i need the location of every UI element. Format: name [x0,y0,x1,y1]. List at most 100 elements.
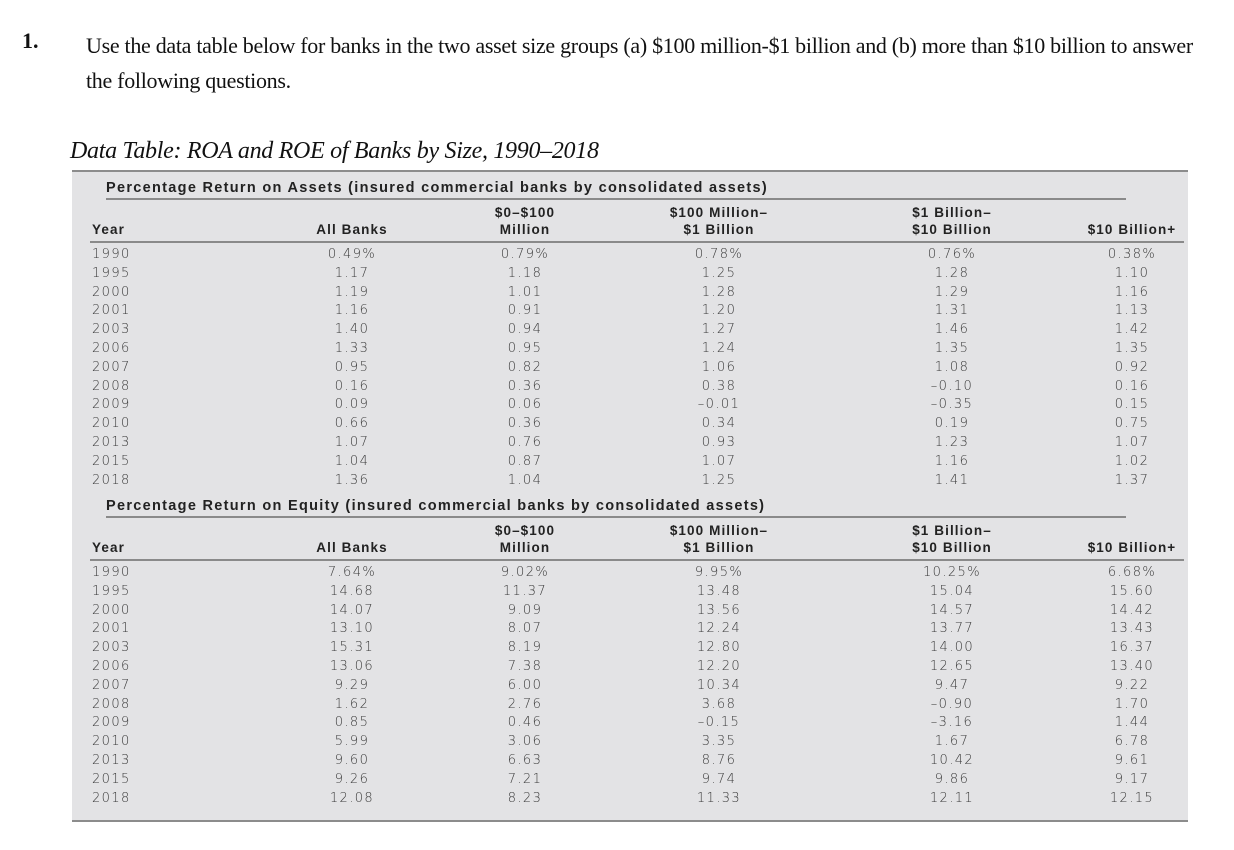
year-cell: 2013 [92,435,131,450]
header-rule [90,241,1184,243]
value-cell: 3.35 [701,734,737,750]
value-cell: 7.64% [327,565,377,580]
value-cell: 0.06 [507,397,543,413]
value-cell: 0.38 [701,378,737,394]
value-cell: 6.63 [507,753,543,768]
value-cell: 0.92 [1114,359,1150,375]
value-cell: 16.37 [1109,640,1155,656]
value-cell: 11.37 [502,583,548,599]
column-header-line: $1 Billion [683,222,755,237]
value-cell: 1.19 [334,284,370,300]
year-cell: 2006 [92,659,131,674]
year-cell: 2018 [92,472,131,488]
value-cell: 1.28 [701,284,737,300]
column-header: $10 Billion+ [1042,539,1222,556]
column-header: $1 Billion– $10 Billion [862,204,1042,238]
value-cell: 8.07 [507,621,543,637]
year-cell: 2008 [92,696,131,712]
value-cell: 1.02 [1114,453,1150,469]
question-text: Use the data table below for banks in th… [86,33,1193,93]
value-cell: 13.10 [329,621,375,637]
year-cell: 2009 [92,715,131,731]
year-cell: 2006 [92,341,131,356]
table-caption: Data Table: ROA and ROE of Banks by Size… [70,138,599,164]
value-cell: 0.19 [934,416,970,432]
value-cell: 1.06 [701,359,737,375]
column-header-line: $1 Billion– [912,205,992,220]
value-cell: –0.15 [697,715,741,731]
value-cell: 1.16 [334,303,370,319]
year-cell: 2003 [92,322,131,338]
value-cell: 9.60 [334,753,370,768]
value-cell: 1.20 [701,303,737,319]
value-cell: 1.25 [701,265,737,281]
question-number: 1. [22,28,39,53]
value-cell: 6.68% [1107,565,1157,580]
value-cell: 2.76 [507,696,543,712]
value-cell: 9.47 [934,677,970,693]
value-cell: 1.40 [334,322,370,338]
data-table: Percentage Return on Assets (insured com… [72,170,1188,822]
year-cell: 2015 [92,453,131,469]
value-cell: 0.76% [927,247,977,262]
year-cell: 2000 [92,284,131,300]
value-cell: 7.38 [507,659,543,674]
column-header: $0–$100 Million [435,522,615,556]
year-cell: 2010 [92,416,131,432]
value-cell: 0.38% [1107,247,1157,262]
value-cell: –0.01 [697,397,741,413]
year-cell: 2003 [92,640,131,656]
column-header: Year [92,221,125,238]
value-cell: 5.99 [334,734,370,750]
column-header-line: All Banks [316,222,388,237]
value-cell: 0.75 [1114,416,1150,432]
value-cell: 0.16 [1114,378,1150,394]
value-cell: 9.02% [500,565,550,580]
column-header-line: $100 Million– [669,205,769,220]
value-cell: 0.94 [507,322,543,338]
value-cell: 1.27 [701,322,737,338]
year-cell: 2001 [92,303,131,319]
column-header: $100 Million– $1 Billion [629,522,809,556]
value-cell: 0.91 [507,303,543,319]
value-cell: 14.68 [329,583,375,599]
value-cell: 1.46 [934,322,970,338]
value-cell: 12.65 [929,659,975,674]
value-cell: 10.34 [696,677,742,693]
value-cell: 1.04 [507,472,543,488]
value-cell: –3.16 [930,715,974,731]
column-header: $100 Million– $1 Billion [629,204,809,238]
value-cell: 0.16 [334,378,370,394]
value-cell: 0.66 [334,416,370,432]
value-cell: 0.09 [334,397,370,413]
column-header-line: $0–$100 [494,205,556,220]
value-cell: 7.21 [507,771,543,787]
value-cell: 12.20 [696,659,742,674]
column-header-line: $10 Billion [912,222,992,237]
column-header-line: Year [92,222,125,237]
value-cell: 0.36 [507,416,543,432]
value-cell: 1.24 [701,341,737,356]
value-cell: 14.07 [329,602,375,618]
value-cell: 0.46 [507,715,543,731]
column-header: $0–$100 Million [435,204,615,238]
value-cell: 0.82 [507,359,543,375]
year-cell: 1995 [92,583,131,599]
value-cell: 8.76 [701,753,737,768]
year-cell: 2015 [92,771,131,787]
column-header: All Banks [262,221,442,238]
value-cell: 1.36 [334,472,370,488]
column-header: $1 Billion– $10 Billion [862,522,1042,556]
year-cell: 1995 [92,265,131,281]
value-cell: 9.61 [1114,753,1150,768]
value-cell: 1.23 [934,435,970,450]
value-cell: 1.04 [334,453,370,469]
value-cell: 1.37 [1114,472,1150,488]
column-header-line: $100 Million– [669,523,769,538]
value-cell: 0.15 [1114,397,1150,413]
column-header: $10 Billion+ [1042,221,1222,238]
column-header-line: Million [499,540,551,555]
value-cell: 0.76 [507,435,543,450]
value-cell: 15.60 [1109,583,1155,599]
value-cell: 1.28 [934,265,970,281]
